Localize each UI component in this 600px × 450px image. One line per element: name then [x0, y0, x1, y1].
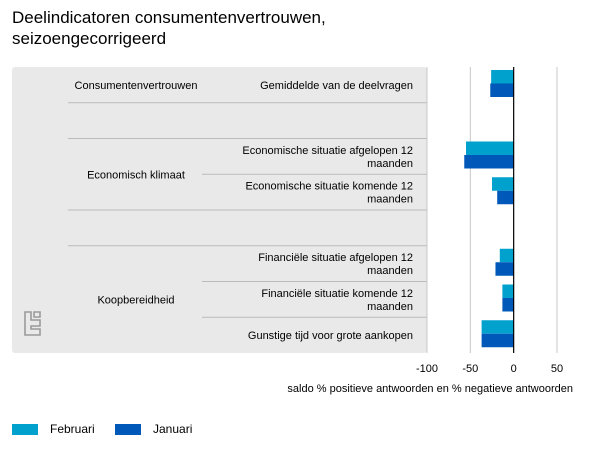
legend-swatch-februari [12, 423, 38, 435]
bar-januari [464, 155, 514, 169]
legend-item-januari: Januari [115, 422, 192, 436]
bar-februari [466, 141, 514, 155]
bar-februari [481, 320, 514, 334]
legend-label-januari: Januari [153, 422, 193, 436]
category-label: maanden [367, 301, 413, 313]
bar-januari [502, 298, 514, 312]
x-tick-label: 50 [551, 363, 563, 375]
bar-februari [491, 70, 514, 84]
category-label: Gemiddelde van de deelvragen [260, 80, 413, 92]
chart-title-line-1: Deelindicatoren consumentenvertrouwen, [12, 8, 326, 27]
chart-title: Deelindicatoren consumentenvertrouwen, s… [12, 7, 326, 49]
category-label: maanden [367, 158, 413, 170]
category-label: maanden [367, 194, 413, 206]
x-axis-label: saldo % positieve antwoorden en % negati… [287, 383, 573, 395]
bar-januari [495, 262, 514, 276]
cbs-logo-icon [24, 311, 41, 336]
bar-februari [502, 284, 514, 298]
x-tick-label: 0 [511, 363, 517, 375]
category-label: Economische situatie komende 12 [245, 181, 413, 193]
legend-item-februari: Februari [12, 422, 95, 436]
bar-januari [497, 190, 514, 205]
x-tick-label: -50 [462, 363, 478, 375]
legend-swatch-januari [115, 423, 141, 435]
category-label: maanden [367, 265, 413, 277]
bar-januari [481, 333, 514, 348]
bar-februari [492, 177, 514, 191]
group-label-consumentenvertrouwen: Consumentenvertrouwen [75, 80, 198, 92]
x-tick-label: -100 [416, 363, 438, 375]
chart-title-line-2: seizoengecorrigeerd [12, 29, 167, 48]
category-label: Economische situatie afgelopen 12 [242, 145, 413, 157]
group-label-economisch-klimaat: Economisch klimaat [87, 169, 185, 181]
bar-januari [490, 83, 514, 97]
legend-label-februari: Februari [50, 422, 95, 436]
group-label-koopbereidheid: Koopbereidheid [97, 294, 174, 306]
bar-februari [499, 248, 514, 263]
category-label: Financiële situatie komende 12 [261, 288, 413, 300]
category-label: Gunstige tijd voor grote aankopen [248, 330, 413, 342]
cbs-logo-shape [24, 311, 41, 336]
category-label: Financiële situatie afgelopen 12 [258, 252, 413, 264]
